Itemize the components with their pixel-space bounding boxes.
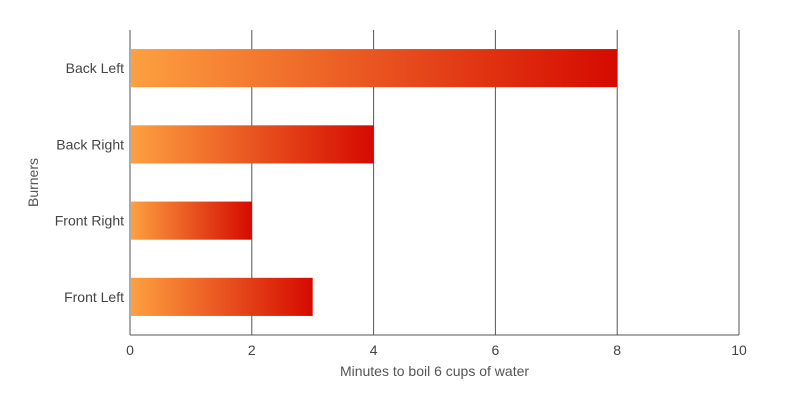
x-tick-labels: 0 2 4 6 8 10 xyxy=(126,342,747,358)
bar-back-right[interactable] xyxy=(131,125,374,164)
x-axis-title: Minutes to boil 6 cups of water xyxy=(340,363,529,379)
bar-front-right[interactable] xyxy=(131,201,252,240)
category-label: Front Left xyxy=(64,289,124,305)
y-axis-title: Burners xyxy=(25,158,41,207)
x-tick-label: 10 xyxy=(731,342,747,358)
x-tick-label: 8 xyxy=(613,342,621,358)
bar-front-left[interactable] xyxy=(131,277,313,316)
bars xyxy=(131,49,618,316)
axes xyxy=(129,30,739,336)
category-label: Back Right xyxy=(56,136,124,152)
x-tick-label: 6 xyxy=(492,342,500,358)
category-label: Front Right xyxy=(55,213,124,229)
category-labels: Back Left Back Right Front Right Front Left xyxy=(55,60,124,305)
x-tick-label: 4 xyxy=(370,342,378,358)
bar-back-left[interactable] xyxy=(131,49,618,88)
category-label: Back Left xyxy=(66,60,124,76)
x-tick-label: 0 xyxy=(126,342,134,358)
x-tick-label: 2 xyxy=(248,342,256,358)
